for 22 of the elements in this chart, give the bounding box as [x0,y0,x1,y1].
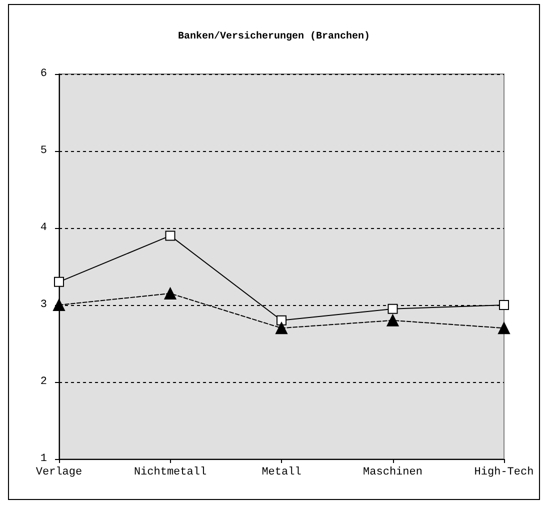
point [498,322,510,334]
x-tick-label: Maschinen [363,466,422,478]
chart-title: Banken/Versicherungen (Branchen) [178,30,370,42]
point [54,276,64,287]
x-tick-label: Metall [262,466,302,478]
x-tick-label: Nichtmetall [134,466,207,478]
y-tick-label: 3 [40,299,47,311]
point [386,314,399,326]
x-tick-label: Verlage [36,466,82,478]
y-tick-label: 1 [40,453,48,465]
y-tick-label: 4 [40,222,48,234]
point [499,300,509,310]
point [276,322,288,334]
point [388,304,398,314]
x-tick-label: High-Tech [474,466,534,478]
point [276,315,286,326]
point [53,299,65,311]
point [164,287,176,300]
y-tick-label: 2 [40,376,47,388]
point [165,230,176,241]
y-tick-label: 5 [40,145,47,157]
y-tick-label: 6 [40,68,47,80]
